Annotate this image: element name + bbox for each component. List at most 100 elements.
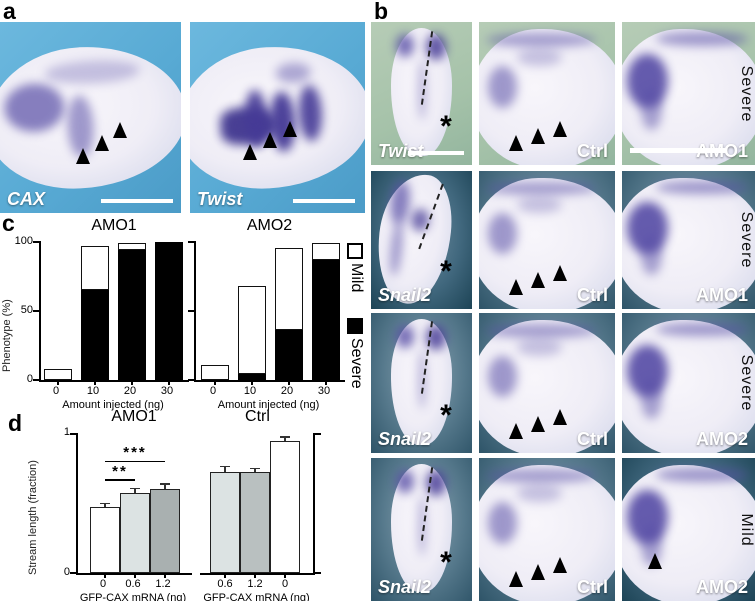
error-bar-cap <box>100 502 110 505</box>
arrowhead-icon <box>263 132 277 148</box>
arrowhead-icon <box>531 272 545 288</box>
chart-title: AMO1 <box>111 408 157 425</box>
condition-label: AMO2 <box>695 577 748 597</box>
stain-blob <box>655 180 749 195</box>
legend-swatch-mild <box>347 243 363 259</box>
x-axis-title: Amount injected (ng) <box>62 399 164 411</box>
bar-segment-mild <box>44 368 72 380</box>
arrowhead-icon <box>113 122 127 138</box>
x-tick-mark <box>94 380 96 385</box>
x-tick-mark <box>284 573 286 578</box>
x-tick-label: 0 <box>99 578 107 590</box>
error-bar-cap <box>220 465 230 468</box>
scale-bar <box>293 199 355 203</box>
stain-blob <box>396 324 415 348</box>
panel-b-cell-r3c2: Ctrl <box>479 313 615 453</box>
scale-bar <box>101 199 173 203</box>
stain-blob <box>396 470 415 494</box>
y-tick-mark <box>313 572 321 574</box>
y-tick-mark <box>33 379 41 381</box>
panel-a-image-twist: Twist <box>190 22 365 213</box>
error-bar-whisker <box>284 437 286 442</box>
bar <box>150 489 180 573</box>
bar <box>90 507 120 573</box>
error-bar-whisker <box>134 489 136 494</box>
stain-blob <box>417 348 427 410</box>
embryo-illustration <box>391 318 452 445</box>
panel-a-letter: a <box>3 0 16 24</box>
plot-area <box>188 241 345 385</box>
panel-d-y-axis-title: Stream length (fraction) <box>27 460 39 575</box>
gene-label: Snail2 <box>378 577 432 597</box>
stain-blob <box>486 324 596 338</box>
panel-b-cell-r2c2: Ctrl <box>479 171 615 309</box>
bar-segment-mild <box>201 364 229 380</box>
y-tick-mark <box>188 379 196 381</box>
arrowhead-icon <box>531 416 545 432</box>
x-tick-label: 10 <box>86 385 100 397</box>
x-tick-label: 1.2 <box>247 578 263 590</box>
stain-blob <box>487 65 517 108</box>
bar-segment-mild <box>238 286 266 375</box>
stain-blob <box>486 469 596 484</box>
embryo-illustration <box>479 29 615 165</box>
arrowhead-icon <box>531 128 545 144</box>
y-tick-mark <box>188 310 196 312</box>
embryo-illustration <box>479 177 615 309</box>
panel-a-image-cax: CAX <box>0 22 181 213</box>
stain-blob <box>426 324 446 351</box>
y-tick-label: 0 <box>63 566 70 578</box>
bar-segment-mild <box>275 247 303 331</box>
x-tick-mark <box>224 573 226 578</box>
x-tick-mark <box>164 573 166 578</box>
x-tick-mark <box>254 573 256 578</box>
panel-c-letter: c <box>2 210 15 236</box>
embryo-illustration <box>479 320 615 453</box>
panel-b-cell-r2c1: * Snail2 <box>371 171 472 309</box>
arrowhead-icon <box>509 135 523 151</box>
stain-blob <box>655 322 749 337</box>
chart-phenotype-amo1: AMO1 0 50 100 0 10 20 30 Amount injected (ng) <box>15 217 189 411</box>
x-tick-mark <box>57 380 59 385</box>
bar-segment-severe <box>238 374 266 380</box>
x-tick-label: 0.6 <box>125 578 141 590</box>
y-tick-mark <box>33 241 41 243</box>
bar-segment-mild <box>81 246 109 291</box>
y-tick-mark <box>33 310 41 312</box>
gene-label: Snail2 <box>378 429 432 449</box>
chart-phenotype-amo2: AMO2 0 10 20 30 Amount injected (ng) <box>188 217 345 411</box>
panel-b-cell-r1c1: * Twist <box>371 22 472 165</box>
panel-b-letter: b <box>374 0 389 24</box>
bar-segment-severe <box>81 290 109 380</box>
plot-area <box>33 241 189 385</box>
stain-blob <box>387 218 406 277</box>
scale-bar <box>630 148 726 153</box>
error-bar-whisker <box>104 504 106 508</box>
stain-blob <box>640 234 662 276</box>
bar <box>270 441 300 573</box>
y-tick-mark <box>70 433 78 435</box>
error-bar-cap <box>280 436 290 438</box>
plot-area <box>200 433 321 578</box>
condition-label: AMO1 <box>695 285 748 305</box>
embryo-illustration <box>622 29 755 165</box>
arrowhead-icon <box>76 148 90 164</box>
arrowhead-icon <box>553 265 567 281</box>
x-tick-label: 0 <box>52 385 60 397</box>
arrowhead-icon <box>553 557 567 573</box>
asterisk-marker: * <box>440 254 452 288</box>
arrowhead-icon <box>509 423 523 439</box>
condition-label: Ctrl <box>577 285 608 305</box>
chart-stream-ctrl: Ctrl 0.6 1.2 0 GFP-CAX mRNA (ng) <box>200 408 321 601</box>
condition-label: Ctrl <box>577 577 608 597</box>
panel-b-cell-r1c2: Ctrl <box>479 22 615 165</box>
stain-blob <box>486 181 596 196</box>
stain-blob <box>3 81 66 134</box>
stain-blob <box>655 467 749 482</box>
severity-label: Severe <box>738 211 755 269</box>
embryo-illustration <box>0 41 181 194</box>
condition-label: Ctrl <box>577 429 608 449</box>
stain-blob <box>417 494 427 557</box>
x-tick-label: 20 <box>280 385 294 397</box>
